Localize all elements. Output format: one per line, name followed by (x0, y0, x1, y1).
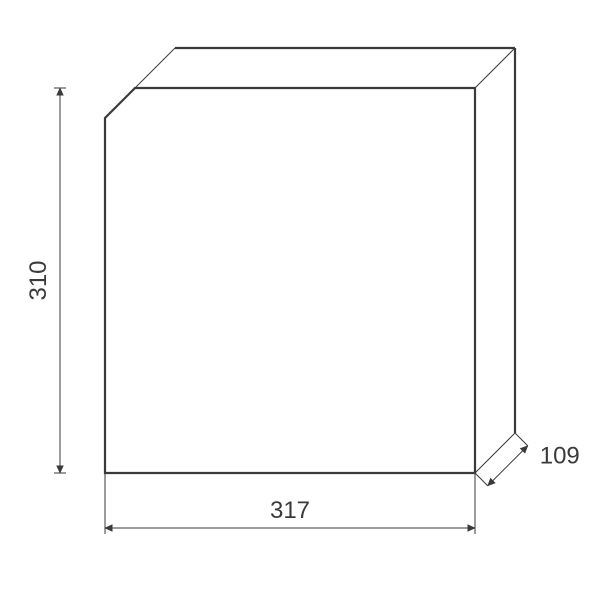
dimension-height-label: 310 (25, 260, 52, 300)
dimension-width-label: 317 (270, 497, 310, 524)
technical-drawing: 310 317 109 (0, 0, 600, 600)
dimension-depth-label: 109 (540, 443, 580, 470)
